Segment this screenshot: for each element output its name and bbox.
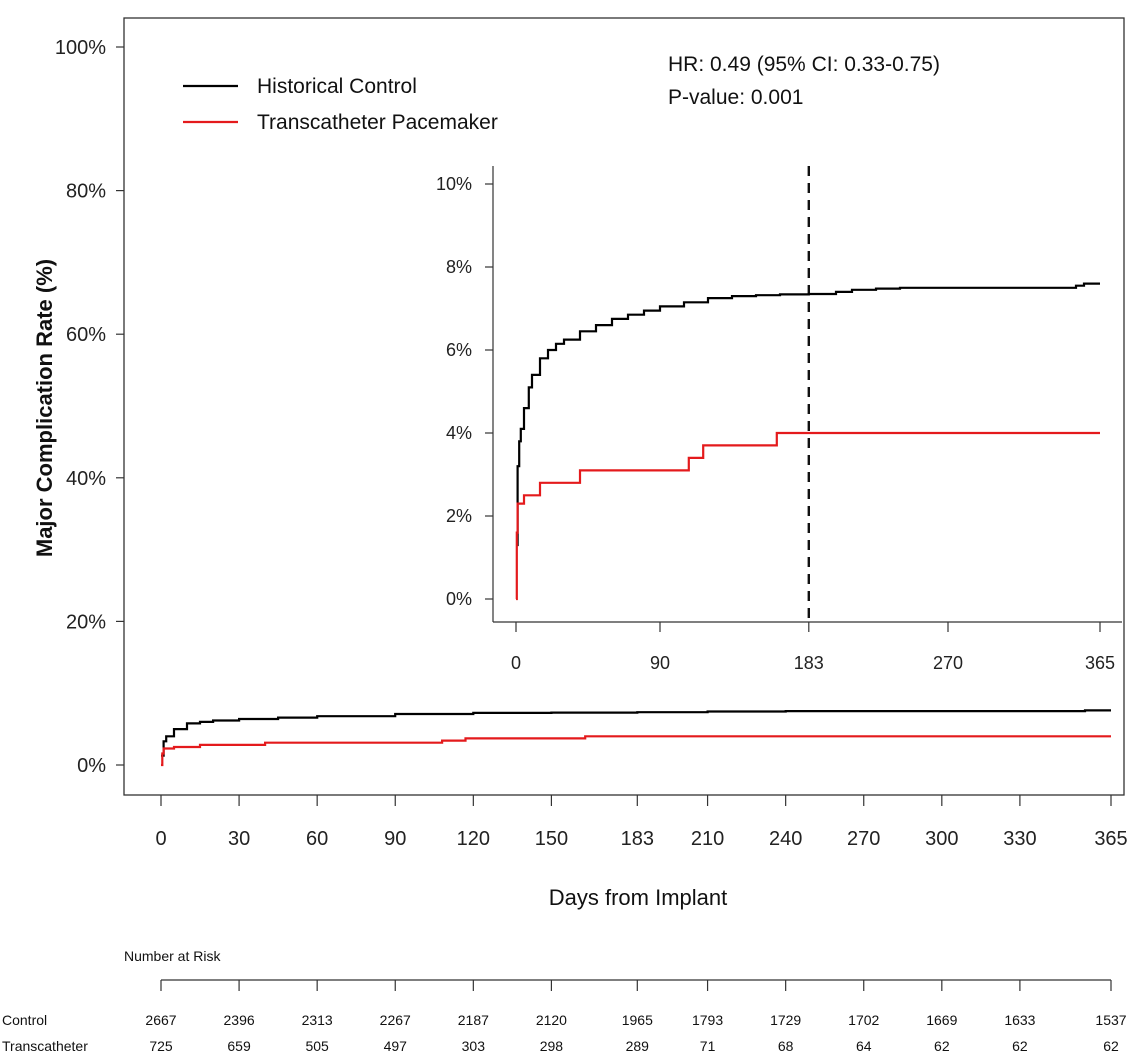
main-x-tick-label: 120	[457, 828, 490, 850]
inset-y-tick-label: 2%	[446, 506, 472, 526]
risk-value-control: 2667	[145, 1012, 176, 1028]
main-y-tick-label: 60%	[66, 324, 106, 346]
main-y-tick-label: 40%	[66, 468, 106, 490]
risk-value-control: 2313	[302, 1012, 333, 1028]
risk-value-control: 1965	[622, 1012, 653, 1028]
risk-table-values: 2667 725 2396 659 2313 505 2267 497 2187 303 2120 2…	[145, 1012, 1126, 1054]
risk-value-control: 1669	[926, 1012, 957, 1028]
hazard-ratio-annotation: HR: 0.49 (95% CI: 0.33-0.75)	[668, 53, 940, 76]
main-y-axis: 0% 20% 40% 60% 80% 100%	[55, 37, 124, 777]
risk-value-transcatheter: 659	[227, 1038, 251, 1054]
risk-value-transcatheter: 64	[856, 1038, 872, 1054]
main-plot: 0% 20% 40% 60% 80% 100% 0 30 60 90 120 150 183 210 24…	[55, 17, 1128, 850]
main-x-tick-label: 150	[535, 828, 568, 850]
risk-value-control: 2396	[224, 1012, 255, 1028]
main-series-lines	[161, 709, 1111, 767]
p-value-annotation: P-value: 0.001	[668, 86, 803, 109]
risk-value-transcatheter: 68	[778, 1038, 794, 1054]
risk-value-control: 1537	[1095, 1012, 1126, 1028]
main-x-tick-label: 90	[384, 828, 406, 850]
inset-x-tick-label: 90	[650, 653, 670, 673]
risk-row-label-transcatheter: Transcatheter	[2, 1038, 88, 1054]
risk-value-transcatheter: 725	[149, 1038, 173, 1054]
legend-label-control: Historical Control	[257, 75, 417, 98]
risk-table-title: Number at Risk	[124, 948, 221, 964]
risk-value-control: 1702	[848, 1012, 879, 1028]
inset-y-tick-label: 8%	[446, 257, 472, 277]
risk-value-transcatheter: 289	[626, 1038, 650, 1054]
risk-value-transcatheter: 505	[305, 1038, 329, 1054]
main-series-transcatheter-pacemaker	[161, 735, 1111, 767]
main-x-axis: 0 30 60 90 120 150 183 210 240 270 300 330 365	[155, 795, 1128, 850]
risk-value-transcatheter: 62	[934, 1038, 950, 1054]
inset-x-tick-label: 270	[933, 653, 963, 673]
inset-x-tick-label: 0	[511, 653, 521, 673]
inset-x-tick-label: 365	[1085, 653, 1115, 673]
main-x-tick-label: 210	[691, 828, 724, 850]
main-y-tick-label: 100%	[55, 37, 106, 59]
risk-value-transcatheter: 303	[462, 1038, 486, 1054]
inset-y-tick-label: 10%	[436, 174, 472, 194]
main-x-tick-label: 0	[155, 828, 166, 850]
risk-value-transcatheter: 62	[1012, 1038, 1028, 1054]
risk-value-control: 1633	[1004, 1012, 1035, 1028]
main-x-tick-label: 60	[306, 828, 328, 850]
main-x-tick-label: 330	[1003, 828, 1036, 850]
risk-value-transcatheter: 62	[1103, 1038, 1119, 1054]
y-axis-title: Major Complication Rate (%)	[32, 259, 57, 557]
risk-value-transcatheter: 497	[384, 1038, 408, 1054]
main-plot-frame	[123, 17, 1125, 796]
main-y-tick-label: 80%	[66, 181, 106, 203]
main-x-tick-label: 365	[1094, 828, 1127, 850]
main-x-tick-label: 240	[769, 828, 802, 850]
inset-y-axis: 0% 2% 4% 6% 8% 10%	[436, 174, 493, 609]
inset-plot: 0% 2% 4% 6% 8% 10% 0 90 183 270 365	[436, 166, 1122, 673]
main-x-tick-label: 30	[228, 828, 250, 850]
legend: Historical Control Transcatheter Pacemak…	[183, 75, 498, 134]
inset-y-tick-label: 6%	[446, 340, 472, 360]
risk-value-control: 1793	[692, 1012, 723, 1028]
risk-row-label-control: Control	[2, 1012, 47, 1028]
main-x-tick-label: 183	[621, 828, 654, 850]
inset-series-transcatheter-pacemaker	[515, 431, 1100, 601]
risk-table-ticks	[160, 980, 1112, 991]
inset-series-lines	[515, 166, 1100, 622]
number-at-risk-table: Number at Risk Control Transcatheter 266…	[2, 948, 1127, 1054]
main-x-tick-label: 270	[847, 828, 880, 850]
main-y-tick-label: 20%	[66, 611, 106, 633]
risk-value-transcatheter: 71	[700, 1038, 716, 1054]
risk-value-control: 2267	[380, 1012, 411, 1028]
x-axis-title: Days from Implant	[549, 885, 728, 910]
risk-value-control: 2187	[458, 1012, 489, 1028]
inset-y-tick-label: 4%	[446, 423, 472, 443]
main-y-tick-label: 0%	[77, 755, 106, 777]
risk-value-control: 1729	[770, 1012, 801, 1028]
inset-y-tick-label: 0%	[446, 589, 472, 609]
legend-label-transcatheter: Transcatheter Pacemaker	[257, 111, 498, 134]
inset-x-tick-label: 183	[794, 653, 824, 673]
risk-value-control: 2120	[536, 1012, 567, 1028]
main-series-historical-control	[161, 709, 1111, 757]
risk-value-transcatheter: 298	[540, 1038, 564, 1054]
main-x-tick-label: 300	[925, 828, 958, 850]
inset-x-axis: 0 90 183 270 365	[511, 622, 1115, 673]
inset-series-historical-control	[516, 282, 1100, 547]
